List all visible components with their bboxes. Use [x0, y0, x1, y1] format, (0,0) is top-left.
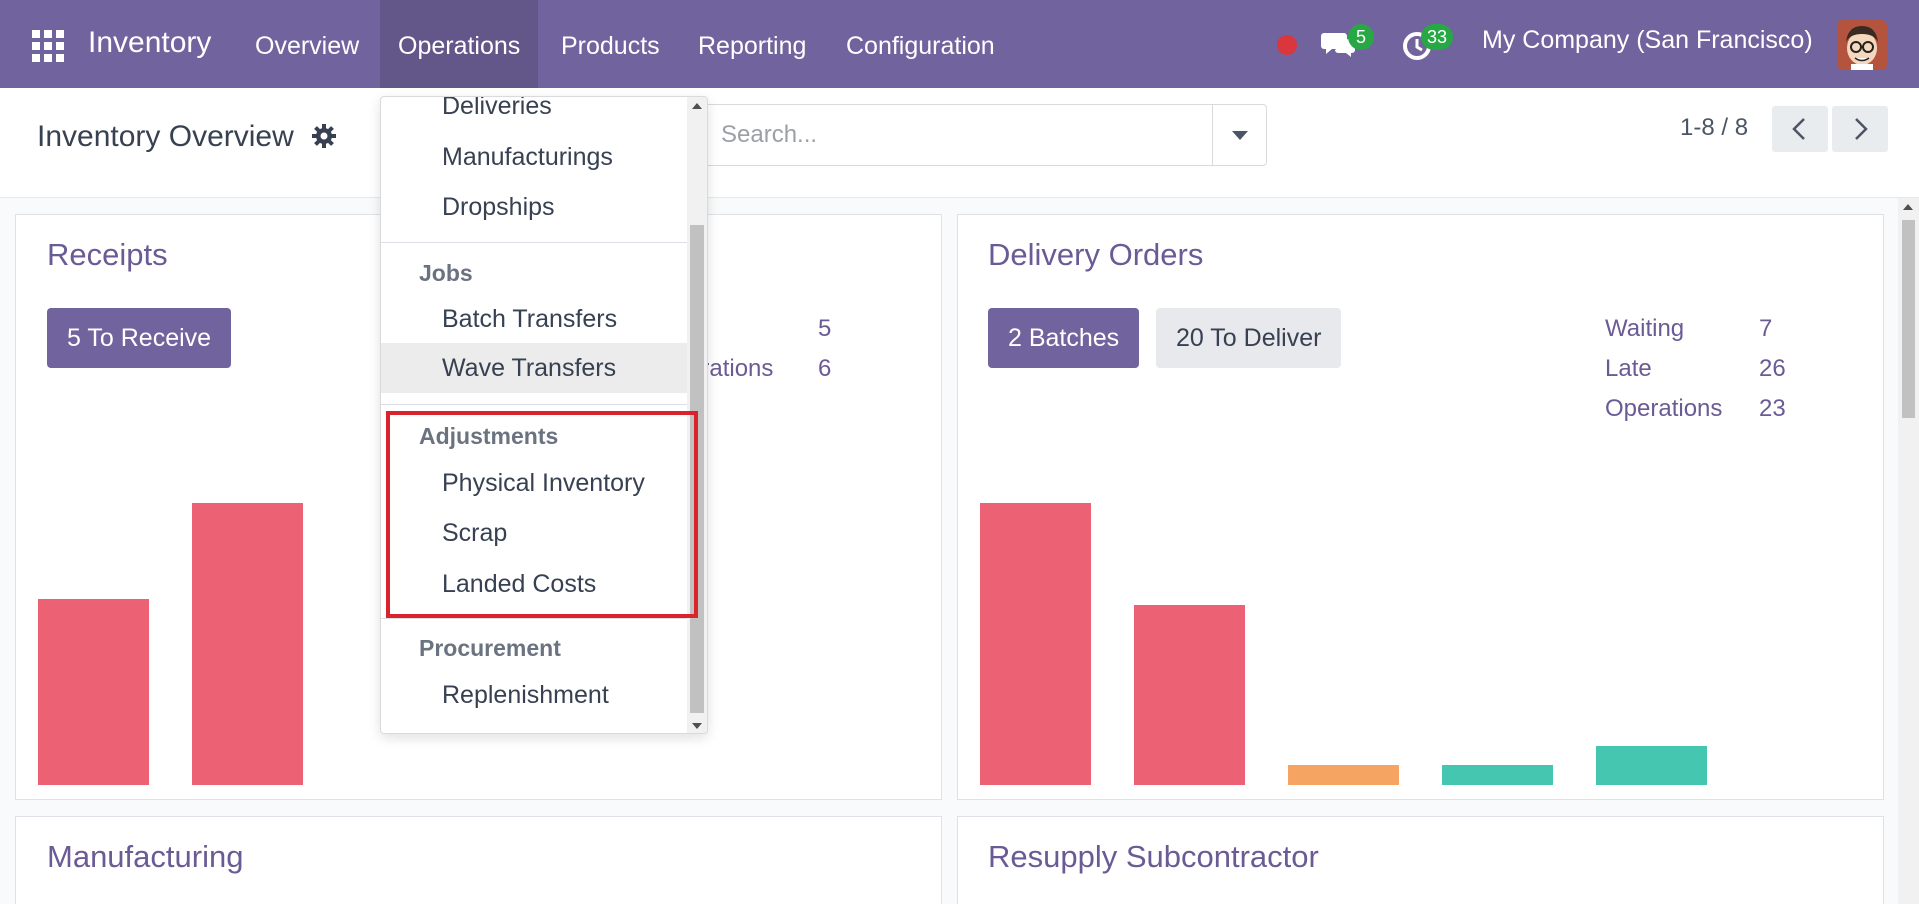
dropdown-header-procurement: Procurement [419, 635, 561, 661]
resupply-title[interactable]: Resupply Subcontractor [988, 839, 1319, 874]
receipts-stat-value[interactable]: 6 [818, 355, 832, 382]
dropdown-item-scrap[interactable]: Scrap [442, 519, 508, 547]
resupply-card: Resupply Subcontractor [957, 816, 1884, 904]
menu-operations[interactable]: Operations [380, 0, 539, 88]
chart-bar[interactable] [192, 503, 303, 785]
scroll-up-arrow-icon[interactable] [692, 103, 702, 109]
menu-reporting[interactable]: Reporting [698, 32, 807, 60]
dropdown-header-jobs: Jobs [419, 260, 473, 286]
chart-bar[interactable] [1288, 765, 1399, 785]
messages-badge: 5 [1348, 24, 1374, 50]
company-switcher[interactable]: My Company (San Francisco) [1482, 26, 1813, 54]
dropdown-item-wave-transfers[interactable]: Wave Transfers [381, 343, 687, 393]
search-box [690, 104, 1267, 166]
dropdown-item-physical-inventory[interactable]: Physical Inventory [442, 469, 645, 497]
receipts-stat-value[interactable]: 5 [818, 315, 832, 342]
pager-next-button[interactable] [1832, 106, 1888, 152]
chart-bar[interactable] [1134, 605, 1245, 785]
waiting-value[interactable]: 7 [1759, 315, 1773, 342]
page-scroll-thumb[interactable] [1902, 220, 1915, 418]
app-grid-icon[interactable] [32, 30, 64, 62]
recording-dot-icon[interactable] [1277, 35, 1297, 55]
dropdown-item-batch-transfers[interactable]: Batch Transfers [442, 305, 618, 333]
adjustments-highlight-box [386, 411, 698, 618]
delivery-orders-title[interactable]: Delivery Orders [988, 237, 1204, 272]
app-brand[interactable]: Inventory [88, 26, 212, 59]
dropdown-divider [381, 242, 687, 243]
menu-configuration[interactable]: Configuration [846, 32, 995, 60]
user-avatar[interactable] [1837, 20, 1887, 70]
dropdown-item-manufacturings[interactable]: Manufacturings [442, 143, 613, 171]
operations-dropdown: Deliveries Manufacturings Dropships Jobs… [380, 96, 708, 734]
search-options-toggle[interactable] [1212, 105, 1266, 165]
menu-overview[interactable]: Overview [255, 32, 360, 60]
receipts-title[interactable]: Receipts [47, 237, 168, 272]
dropdown-item-landed-costs[interactable]: Landed Costs [442, 570, 597, 598]
to-receive-button[interactable]: 5 To Receive [47, 308, 232, 368]
manufacturing-title[interactable]: Manufacturing [47, 839, 244, 874]
scroll-down-arrow-icon[interactable] [692, 723, 702, 729]
scroll-up-arrow-icon[interactable] [1903, 204, 1913, 210]
dropdown-item-dropships[interactable]: Dropships [442, 193, 555, 221]
dropdown-item-replenishment[interactable]: Replenishment [442, 681, 609, 709]
to-deliver-button[interactable]: 20 To Deliver [1156, 308, 1342, 368]
chart-bar[interactable] [1596, 746, 1707, 785]
control-panel: Inventory Overview 1-8 / 8 [0, 88, 1919, 198]
activities-badge: 33 [1421, 24, 1454, 50]
page-scrollbar[interactable] [1898, 198, 1919, 904]
top-navbar: Inventory Overview Operations Products R… [0, 0, 1919, 88]
batches-button[interactable]: 2 Batches [988, 308, 1140, 368]
chart-bar[interactable] [38, 599, 149, 785]
chevron-left-icon [1792, 118, 1805, 140]
dropdown-divider [381, 618, 687, 619]
chevron-right-icon [1855, 118, 1868, 140]
waiting-label[interactable]: Waiting [1605, 315, 1685, 342]
late-label[interactable]: Late [1605, 355, 1652, 382]
chart-bar[interactable] [1442, 765, 1553, 785]
pager-previous-button[interactable] [1772, 106, 1828, 152]
late-value[interactable]: 26 [1759, 355, 1786, 382]
operations-label[interactable]: Operations [1605, 395, 1723, 422]
page-title: Inventory Overview [37, 120, 294, 153]
dropdown-item-deliveries[interactable]: Deliveries [442, 96, 552, 120]
dropdown-header-adjustments: Adjustments [419, 423, 559, 449]
delivery-orders-card: Delivery Orders 2 Batches 20 To Deliver … [957, 214, 1884, 800]
operations-value[interactable]: 23 [1759, 395, 1786, 422]
manufacturing-card: Manufacturing [15, 816, 942, 904]
gear-icon[interactable] [311, 123, 337, 149]
search-input[interactable] [721, 105, 1201, 165]
pager-value[interactable]: 1-8 / 8 [1680, 114, 1749, 141]
menu-products[interactable]: Products [561, 32, 660, 60]
chart-bar[interactable] [980, 503, 1091, 785]
dropdown-divider [381, 404, 687, 405]
